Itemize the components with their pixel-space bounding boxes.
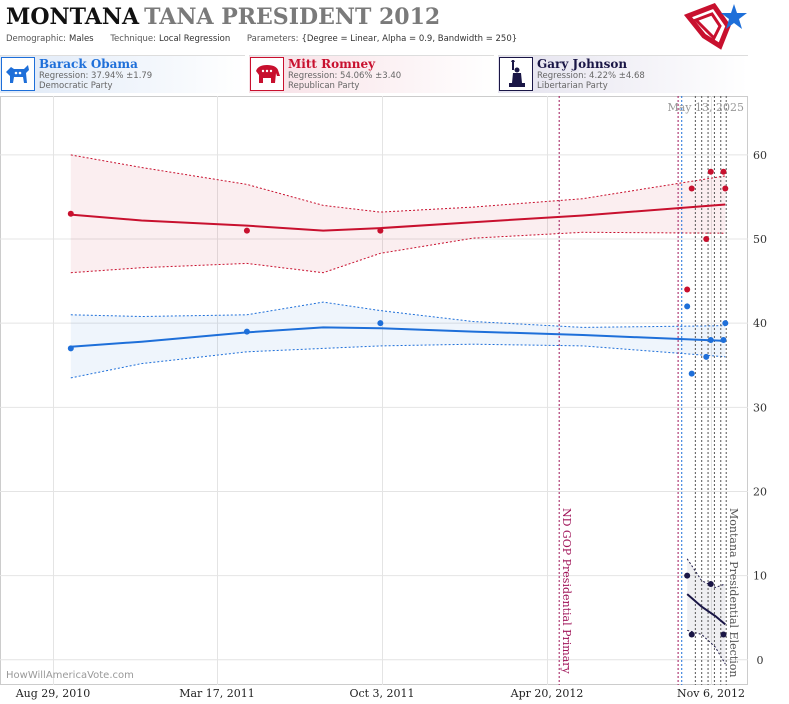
plot-frame <box>0 96 748 685</box>
poll-point <box>703 236 710 243</box>
upper-bound-line <box>70 154 726 213</box>
trend-line <box>70 203 726 232</box>
poll-point <box>707 337 714 344</box>
confidence-bands <box>70 154 726 665</box>
x-tick-label: Apr 20, 2012 <box>510 687 584 700</box>
technique-value: Local Regression <box>158 34 231 44</box>
event-lines: ND GOP Presidential Primary Montana Presi… <box>558 96 740 685</box>
poll-point <box>243 328 250 335</box>
poll-point <box>684 572 691 579</box>
candidate-name: Mitt Romney <box>288 57 376 71</box>
poll-point <box>720 337 727 344</box>
y-tick-label: 40 <box>753 317 767 330</box>
trend-line <box>686 593 726 626</box>
candidate-regression: Regression: 54.06% ±3.40 <box>288 71 402 81</box>
y-tick-label: 20 <box>753 485 767 498</box>
x-tick-label: Mar 17, 2011 <box>179 687 255 700</box>
poll-point <box>688 370 695 377</box>
donkey-icon <box>1 57 35 91</box>
poll-point <box>707 581 714 588</box>
poll-point <box>377 320 384 327</box>
lower-bound-line <box>70 343 726 379</box>
poll-point <box>377 227 384 234</box>
candidate-name: Barack Obama <box>39 57 138 71</box>
candidate-party: Democratic Party <box>39 81 113 91</box>
candidate-regression: Regression: 37.94% ±1.79 <box>39 71 153 81</box>
y-tick-label: 0 <box>757 654 764 667</box>
candidate-regression: Regression: 4.22% ±4.68 <box>537 71 645 81</box>
elephant-icon <box>250 57 284 91</box>
poll-point <box>720 631 727 638</box>
y-tick-label: 50 <box>753 233 767 246</box>
lower-bound-line <box>70 231 726 274</box>
x-tick-label: Nov 6, 2012 <box>677 687 745 700</box>
title-race: TANA PRESIDENT 2012 <box>144 4 441 30</box>
confidence-band <box>70 302 726 378</box>
y-tick-label: 10 <box>753 570 767 583</box>
axes: 0 10 20 30 40 50 60 Aug 29, 2010 Mar 17, 2011 Oct… <box>15 149 767 700</box>
confidence-band <box>687 558 726 664</box>
parameters-line: Demographic: Males Technique: Local Regres… <box>6 34 531 44</box>
poll-point <box>688 185 695 192</box>
poll-point <box>67 345 74 352</box>
demographic-value: Males <box>69 34 94 44</box>
upper-bound-line <box>70 301 726 328</box>
poll-point <box>243 227 250 234</box>
grid <box>0 96 748 685</box>
parameters-value: {Degree = Linear, Alpha = 0.9, Bandwidth… <box>301 34 518 44</box>
poll-point <box>720 168 727 175</box>
candidate-party: Libertarian Party <box>537 81 608 91</box>
candidate-party: Republican Party <box>288 81 360 91</box>
poll-point <box>684 286 691 293</box>
poll-point <box>67 210 74 217</box>
date-stamp: May 13, 2025 <box>667 101 744 114</box>
trend-line <box>70 326 726 348</box>
title-state: MONTANA <box>6 4 140 30</box>
statue-of-liberty-icon <box>499 57 533 91</box>
site-logo <box>684 2 747 50</box>
poll-point <box>722 185 729 192</box>
site-credit: HowWillAmericaVote.com <box>6 670 134 681</box>
poll-point <box>703 353 710 360</box>
event-label: ND GOP Presidential Primary <box>560 508 573 675</box>
poll-point <box>707 168 714 175</box>
y-tick-label: 30 <box>753 401 767 414</box>
confidence-band <box>70 154 726 273</box>
parameters-label: Parameters: <box>246 34 299 44</box>
event-label: Montana Presidential Election <box>727 508 740 677</box>
y-tick-label: 60 <box>753 149 767 162</box>
legend-gary-johnson: Gary Johnson Regression: 4.22% ±4.68 Lib… <box>498 55 748 93</box>
demographic-label: Demographic: <box>6 34 67 44</box>
chart-title: MONTANA TANA PRESIDENT 2012 <box>6 4 440 34</box>
poll-point <box>684 303 691 310</box>
poll-point <box>688 631 695 638</box>
technique-label: Technique: <box>110 34 156 44</box>
legend-barack-obama: Barack Obama Regression: 37.94% ±1.79 De… <box>0 55 245 93</box>
legend-mitt-romney: Mitt Romney Regression: 54.06% ±3.40 Rep… <box>249 55 494 93</box>
poll-points <box>67 168 729 638</box>
poll-point <box>722 320 729 327</box>
candidate-name: Gary Johnson <box>537 57 628 71</box>
x-tick-label: Aug 29, 2010 <box>15 687 91 700</box>
trend-lines <box>70 203 726 626</box>
x-tick-label: Oct 3, 2011 <box>349 687 414 700</box>
